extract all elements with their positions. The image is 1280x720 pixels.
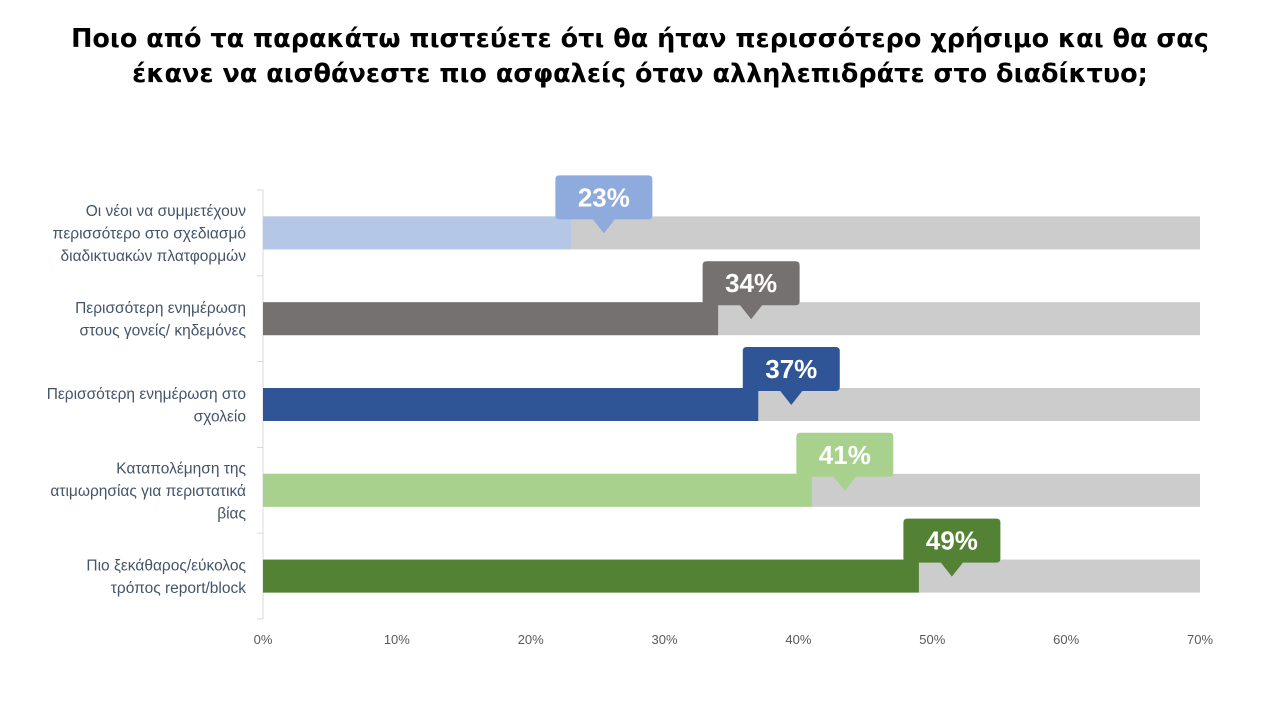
category-label: Οι νέοι να συμμετέχουν περισσότερο στο σχ… [53,203,247,265]
data-label-callout [742,347,840,405]
data-label: 34% [725,268,777,298]
data-label: 41% [819,440,871,470]
chart-title-line-1: Ποιο από τα παρακάτω πιστεύετε ότι θα ήτ… [71,24,1209,54]
x-tick-label: 20% [518,632,544,647]
bar-3 [263,388,759,421]
category-label-line: Περισσότερη ενημέρωση στο [47,386,246,403]
category-label: Πιο ξεκάθαρος/εύκολος τρόπος report/block [86,557,246,597]
category-label-line: στους γονείς/ κηδεμόνες [80,322,247,339]
bar-5 [263,559,919,593]
data-label-callout [702,261,800,320]
category-label-line: περισσότερο στο σχεδιασμό [53,225,246,242]
data-label: 49% [926,526,978,556]
category-label-line: ατιμωρησίας για περιστατικά [50,483,246,500]
category-label-line: Καταπολέμηση της [116,460,246,477]
chart-title: Ποιο από τα παρακάτω πιστεύετε ότι θα ήτ… [20,22,1260,92]
category-label-line: Οι νέοι να συμμετέχουν [86,203,247,220]
x-tick-label: 70% [1187,632,1213,647]
data-label: 23% [578,182,630,212]
category-label-line: Πιο ξεκάθαρος/εύκολος [86,557,246,574]
bar-4 [263,473,812,507]
category-label-line: βίας [217,505,246,522]
bar-1 [263,216,571,250]
data-label-callout [555,175,653,234]
x-tick-label: 0% [254,632,273,647]
chart-title-line-2: έκανε να αισθάνεστε πιο ασφαλείς όταν αλ… [132,59,1148,89]
category-label: Περισσότερη ενημέρωση στο σχολείο [47,386,246,426]
x-tick-label: 50% [919,632,945,647]
category-label-line: διαδικτυακών πλατφορμών [61,248,247,265]
bar-2 [263,302,719,336]
category-label: Περισσότερη ενημέρωση στους γονείς/ κηδεμ… [75,300,246,340]
data-label-callout [796,432,894,491]
category-label-line: τρόπος report/block [111,580,246,597]
category-label-line: Περισσότερη ενημέρωση [75,300,246,317]
data-label: 37% [765,354,817,384]
category-label: Καταπολέμηση της ατιμωρησίας για περιστατ… [50,460,246,522]
x-tick-label: 60% [1053,632,1079,647]
x-tick-label: 30% [652,632,678,647]
data-label-callout [903,518,1001,577]
category-label-line: σχολείο [194,408,246,425]
x-tick-label: 40% [785,632,811,647]
x-tick-label: 10% [384,632,410,647]
